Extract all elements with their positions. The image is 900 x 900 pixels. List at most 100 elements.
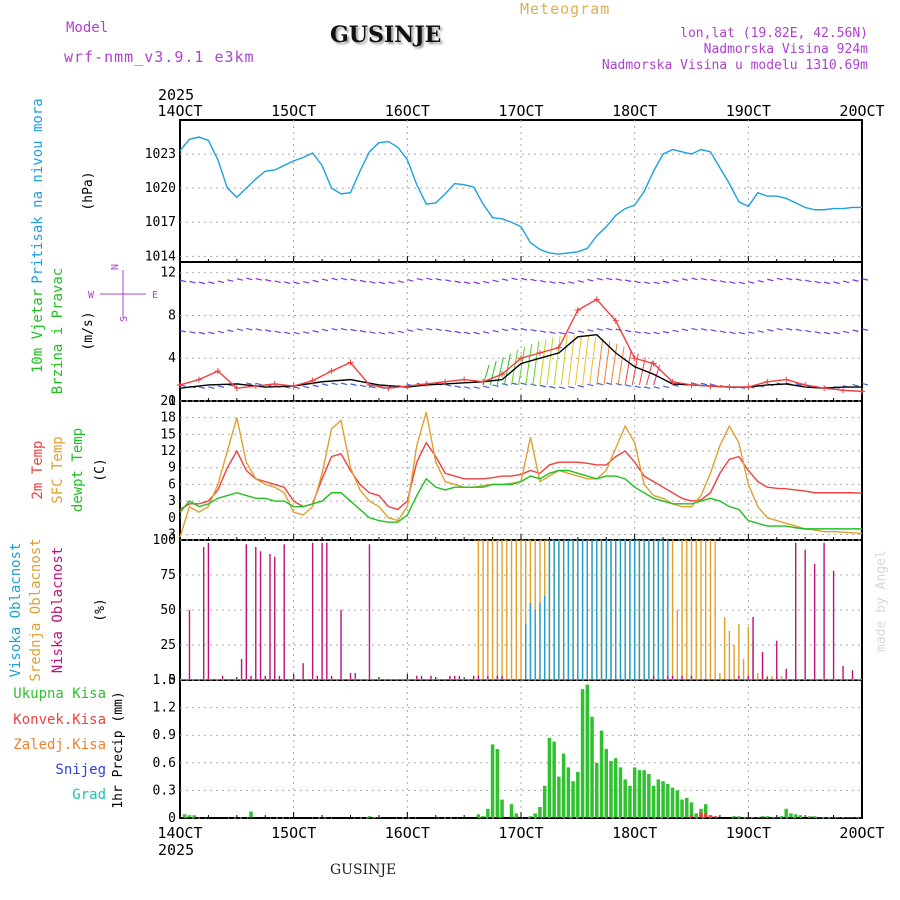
wind-arrow (464, 331, 471, 335)
wind-arrow (568, 331, 575, 335)
wind-arrow (350, 328, 357, 332)
wind-arrow (553, 335, 561, 386)
wind-arrow (795, 328, 802, 332)
dir-legend-e: E (152, 290, 158, 301)
wind-arrow (532, 341, 540, 386)
precip-bar (732, 816, 736, 818)
wind-arrow (577, 280, 584, 283)
y-tick-label: 8 (168, 308, 176, 323)
wind-arrow (748, 331, 755, 335)
wind-arrow (435, 328, 442, 332)
precip-bar (670, 787, 675, 818)
temp-title2: SFC Temp (50, 436, 66, 503)
y-tick-label: 6 (168, 477, 176, 492)
gust-marker (309, 377, 316, 384)
wind-arrow (473, 386, 480, 389)
wind-arrow (511, 349, 519, 386)
wind-arrow (596, 277, 603, 281)
wind-arrow (625, 329, 632, 333)
precip-bar (765, 816, 770, 818)
wind-arrow (861, 278, 869, 281)
gust-marker (764, 378, 771, 385)
y-tick-label: 0 (168, 673, 176, 688)
precip-ylabel: 1hr Precip (mm) (111, 691, 126, 808)
wind-arrow (293, 331, 300, 335)
wind-arrow (852, 329, 859, 333)
wind-arrow (691, 277, 698, 281)
precip-bar (580, 689, 585, 818)
precip-bar (784, 808, 788, 818)
wind-arrow (501, 383, 509, 386)
y-tick-label: 1017 (145, 215, 176, 230)
wind-arrow (518, 346, 526, 386)
precip-bar (656, 779, 661, 818)
gust-marker (574, 307, 581, 314)
precip-bar (571, 781, 575, 818)
wind-arrow (539, 338, 547, 386)
wind-arrow (331, 327, 338, 331)
precip-bar (561, 753, 566, 818)
gust-marker (688, 381, 695, 388)
wind-arrow (596, 338, 604, 386)
precip-bar (528, 816, 533, 818)
wind-arrow (378, 331, 386, 335)
precip-bar (632, 767, 637, 818)
wind-arrow (634, 330, 641, 334)
precip-bar (737, 816, 741, 818)
wind-arrow (274, 280, 281, 284)
precip-bar (542, 785, 547, 818)
precip-bar (779, 816, 784, 818)
wind-arrow (786, 327, 793, 331)
wind-arrow (823, 331, 831, 335)
wind-arrow (814, 280, 821, 284)
y-tick-label: 4 (168, 351, 176, 366)
wind-arrow (312, 330, 319, 333)
gust-marker (821, 385, 828, 392)
wind-arrow (776, 277, 783, 281)
wind-arrow (539, 279, 547, 283)
wind-arrow (246, 277, 253, 281)
wind-arrow (681, 328, 689, 332)
gust-marker (631, 355, 638, 362)
wind-arrow (208, 386, 215, 389)
precip-bar (547, 737, 552, 818)
wind-arrow (767, 328, 774, 332)
wind-arrow (426, 277, 433, 281)
panel-frame (179, 679, 863, 819)
wind-arrow (719, 330, 727, 334)
wind-arrow (525, 343, 533, 386)
precip-bar (495, 749, 500, 818)
wind-arrow (454, 280, 461, 284)
wind-arrow (805, 279, 812, 283)
wind-arrow (530, 383, 537, 387)
wind-arrow (284, 281, 291, 284)
wind-arrow (350, 383, 357, 386)
wind-arrow (321, 383, 329, 386)
y-tick-label: 21 (160, 394, 176, 409)
gust-marker (252, 383, 259, 390)
precip-bar (703, 804, 708, 818)
wind-arrow (861, 382, 869, 386)
cloud-title-high: Visoka Oblacnost (8, 543, 24, 678)
model-name: wrf-nmm_v3.9.1 e3km (64, 48, 255, 66)
gust-marker (271, 380, 278, 387)
precip-bar (604, 749, 608, 818)
wind-arrow (558, 386, 566, 390)
wind-arrow (539, 384, 547, 388)
precip-bar (642, 770, 646, 818)
wind-arrow (606, 277, 613, 281)
wind-arrow (388, 281, 395, 284)
precip-bar (187, 815, 192, 818)
wind-arrow (833, 281, 840, 285)
wind-arrow (615, 278, 622, 281)
gust-marker (404, 383, 411, 390)
wind-arrow (738, 331, 746, 335)
wind-arrow (246, 327, 253, 331)
precip-bar (367, 816, 372, 818)
gust-marker (347, 359, 354, 366)
gust-marker (177, 381, 183, 388)
wind-arrow (359, 279, 367, 283)
gust-marker (328, 368, 335, 375)
wind-arrow (255, 382, 262, 386)
